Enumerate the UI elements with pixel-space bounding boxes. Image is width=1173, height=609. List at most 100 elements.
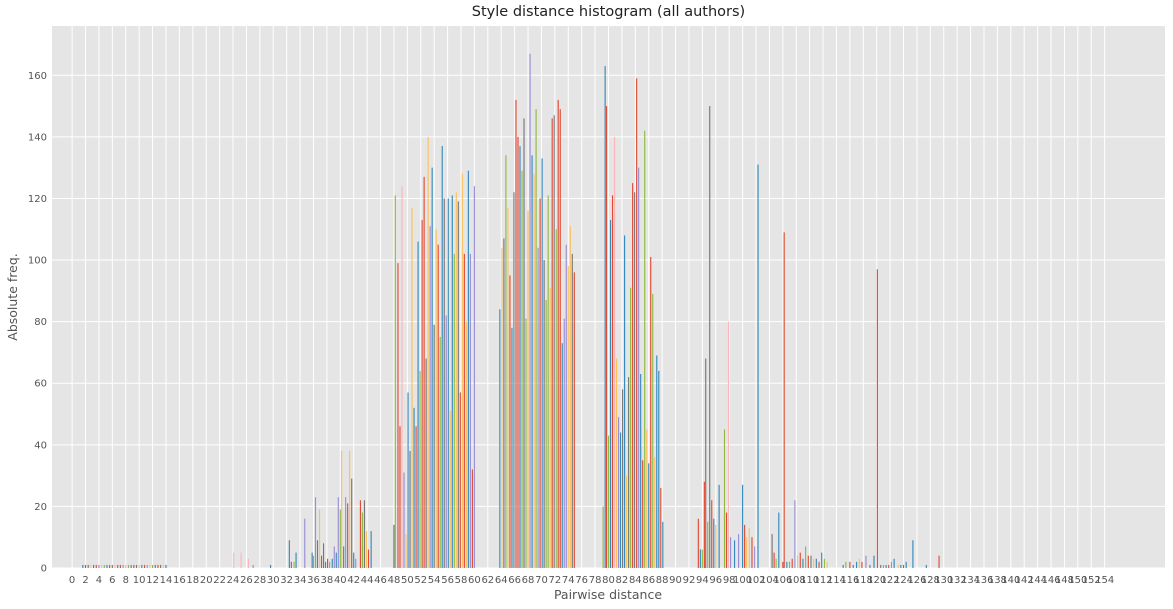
histogram-bar (567, 266, 569, 568)
histogram-bar (873, 555, 875, 568)
x-tick-label: 66 (508, 575, 521, 586)
histogram-bar (742, 484, 744, 568)
histogram-bar (322, 543, 325, 568)
x-tick-label: 128 (921, 575, 940, 586)
histogram-bar (347, 503, 349, 568)
x-tick-label: 2 (82, 575, 88, 586)
histogram-bar (555, 229, 557, 568)
x-tick-label: 8 (123, 575, 129, 586)
histogram-bar (757, 164, 759, 568)
histogram-bar (705, 358, 707, 568)
histogram-bar (818, 561, 820, 568)
histogram-bar (842, 564, 844, 568)
histogram-bar (821, 552, 823, 568)
x-tick-label: 154 (1095, 575, 1114, 586)
x-tick-label: 146 (1041, 575, 1060, 586)
histogram-bar (343, 546, 345, 568)
histogram-bar (405, 534, 407, 569)
histogram-bar (713, 518, 715, 568)
histogram-bar (311, 552, 313, 568)
x-tick-label: 92 (683, 575, 696, 586)
histogram-bar (925, 564, 927, 568)
histogram-bar (642, 460, 644, 568)
histogram-bar (463, 253, 465, 568)
histogram-bar (473, 186, 475, 568)
histogram-bar (335, 552, 337, 568)
histogram-bar (571, 253, 573, 568)
x-tick-label: 104 (760, 575, 779, 586)
histogram-bar (451, 195, 453, 569)
histogram-bar (82, 564, 84, 568)
histogram-bar (521, 170, 523, 569)
histogram-bar (445, 315, 447, 568)
x-tick-label: 38 (321, 575, 334, 586)
histogram-bar (617, 417, 620, 568)
histogram-bar (93, 564, 95, 568)
y-axis-label: Absolute freq. (5, 253, 20, 340)
x-tick-label: 32 (280, 575, 293, 586)
bar-series (82, 53, 940, 569)
histogram-bar (449, 410, 451, 568)
histogram-bar (553, 115, 555, 568)
y-tick-label: 100 (28, 256, 47, 267)
x-tick-label: 62 (481, 575, 494, 586)
histogram-bar (122, 564, 124, 568)
histogram-bar (525, 318, 527, 568)
histogram-bar (423, 176, 425, 568)
histogram-bar (87, 564, 89, 568)
x-tick-label: 24 (227, 575, 240, 586)
histogram-bar (149, 564, 151, 568)
histogram-bar (890, 561, 893, 568)
histogram-bar (636, 78, 638, 568)
histogram-bar (660, 487, 662, 568)
x-tick-label: 0 (69, 575, 75, 586)
histogram-bar (162, 564, 164, 568)
histogram-bar (459, 392, 461, 568)
histogram-bar (791, 558, 793, 568)
histogram-bar (778, 512, 780, 568)
histogram-bar (293, 561, 295, 568)
histogram-bar (613, 136, 616, 569)
histogram-bar (876, 269, 878, 568)
x-tick-label: 150 (1068, 575, 1087, 586)
x-tick-label: 144 (1028, 575, 1047, 586)
histogram-bar (333, 546, 335, 568)
x-tick-label: 30 (267, 575, 280, 586)
x-tick-label: 78 (589, 575, 602, 586)
histogram-bar (611, 195, 614, 569)
histogram-bar (748, 527, 750, 568)
histogram-bar (501, 247, 503, 569)
histogram-bar (314, 497, 317, 568)
histogram-bar (699, 549, 701, 568)
histogram-bar (329, 561, 331, 568)
histogram-bar (327, 558, 329, 568)
x-tick-label: 58 (455, 575, 468, 586)
histogram-bar (141, 564, 143, 568)
histogram-bar (355, 558, 357, 568)
x-tick-label: 80 (602, 575, 615, 586)
x-tick-label: 134 (961, 575, 980, 586)
x-tick-label: 46 (374, 575, 387, 586)
x-tick-label: 70 (535, 575, 548, 586)
y-tick-label: 80 (34, 317, 47, 328)
x-tick-label: 106 (773, 575, 792, 586)
histogram-bar (797, 555, 799, 568)
x-tick-label: 98 (723, 575, 736, 586)
histogram-bar (304, 518, 306, 568)
x-tick-label: 16 (173, 575, 186, 586)
grid-lines (52, 26, 1165, 569)
histogram-bar (509, 275, 511, 568)
histogram-bar (783, 232, 785, 568)
x-tick-label: 52 (414, 575, 427, 586)
histogram-bar (399, 426, 401, 568)
histogram-bar (421, 220, 423, 568)
histogram-bar (912, 540, 914, 568)
histogram-bar (794, 500, 796, 568)
histogram-bar (701, 549, 703, 568)
histogram-bar (447, 198, 449, 568)
histogram-bar (529, 53, 531, 569)
histogram-bar (84, 564, 87, 568)
histogram-bar (788, 561, 791, 568)
histogram-bar (630, 287, 632, 568)
histogram-bar (146, 564, 148, 568)
